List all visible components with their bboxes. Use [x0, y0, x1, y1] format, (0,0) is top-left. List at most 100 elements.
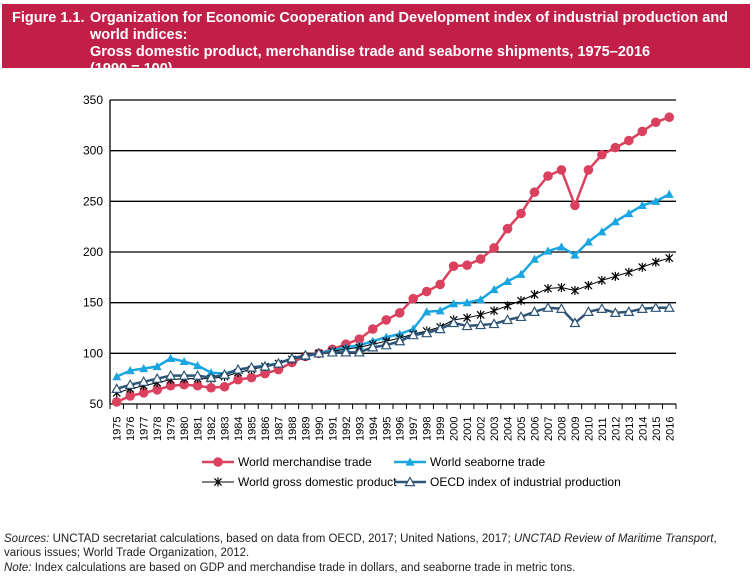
data-point [502, 223, 513, 234]
data-point [529, 187, 540, 198]
data-point [367, 341, 379, 352]
data-point [213, 477, 223, 487]
data-point [461, 320, 473, 331]
data-point [611, 271, 620, 281]
data-point [404, 476, 416, 487]
data-point [570, 286, 579, 296]
x-tick-label: 2012 [610, 417, 622, 441]
data-point [530, 290, 539, 300]
data-point [530, 254, 539, 263]
data-point [233, 374, 243, 385]
data-point [448, 261, 459, 271]
data-point [489, 243, 499, 253]
data-point [610, 142, 621, 153]
data-point [124, 379, 136, 389]
x-tick-label: 1990 [314, 417, 326, 441]
data-point [380, 339, 392, 350]
data-point [569, 317, 581, 328]
data-point [516, 208, 526, 219]
data-point [111, 397, 122, 407]
data-point [260, 368, 270, 379]
data-point [326, 346, 338, 357]
x-tick-label: 2009 [570, 417, 582, 441]
data-point [490, 306, 499, 316]
x-tick-label: 1980 [179, 417, 191, 441]
data-point [367, 324, 378, 334]
data-point [583, 165, 594, 175]
title-line: Organization for Economic Cooperation an… [90, 10, 729, 43]
data-point [408, 293, 419, 304]
data-point [570, 250, 580, 259]
data-point [219, 381, 230, 392]
data-point [272, 357, 284, 368]
series-line-gdp [116, 257, 670, 394]
data-point [516, 269, 526, 278]
data-point [624, 208, 634, 218]
data-point [543, 246, 553, 255]
data-point [610, 217, 620, 226]
data-point [488, 318, 500, 329]
data-point [650, 301, 662, 312]
data-point [489, 284, 499, 294]
x-tick-label: 1977 [139, 417, 151, 441]
data-point [664, 189, 674, 198]
data-point [597, 275, 606, 285]
x-tick-label: 1975 [112, 417, 124, 441]
note-text: Index calculations are based on GDP and … [31, 562, 576, 574]
data-point [435, 306, 445, 315]
x-tick-label: 2010 [583, 417, 595, 441]
data-point [449, 299, 459, 308]
data-point [125, 391, 136, 401]
data-point [503, 301, 512, 311]
data-point [286, 352, 298, 363]
data-point [584, 280, 593, 290]
legend-label: World seaborne trade [430, 455, 546, 469]
x-tick-label: 1989 [300, 417, 312, 441]
data-point [178, 369, 190, 380]
y-tick-label: 250 [83, 194, 103, 208]
data-point [651, 196, 661, 205]
y-tick-label: 100 [83, 346, 103, 360]
legend-label: World gross domestic product [238, 475, 397, 489]
x-tick-label: 2003 [489, 417, 501, 441]
data-point [245, 361, 258, 372]
x-tick-label: 1987 [273, 417, 285, 441]
y-tick-label: 200 [83, 245, 103, 259]
data-point [421, 327, 433, 338]
data-point [421, 286, 432, 297]
figure-label: Figure 1.1. [12, 10, 85, 26]
data-point [448, 317, 460, 328]
y-tick-label: 50 [90, 397, 104, 411]
x-tick-label: 2013 [624, 417, 636, 441]
data-point [313, 347, 325, 358]
note: Note: Index calculations are based on GD… [4, 561, 754, 575]
data-point [139, 364, 149, 373]
data-point [112, 372, 122, 381]
x-tick-label: 1996 [395, 417, 407, 441]
x-tick-label: 1999 [435, 417, 447, 441]
x-tick-label: 1979 [166, 417, 178, 441]
line-chart: 50 100 150 200 250 300 350 1975 1976 1977 1978 1979… [83, 93, 677, 489]
data-point [476, 310, 485, 320]
data-point [165, 369, 177, 380]
x-tick-label: 2005 [516, 417, 528, 441]
data-point [515, 311, 527, 322]
x-tick-label: 1982 [206, 417, 218, 441]
data-point [543, 171, 553, 181]
data-point [353, 346, 365, 357]
data-point [556, 165, 567, 175]
data-point [166, 353, 176, 362]
sources-italic: UNCTAD Review of Maritime Transport [513, 533, 714, 545]
data-point [624, 267, 633, 277]
x-tick-label: 1995 [381, 417, 393, 441]
x-tick-label: 1991 [327, 417, 339, 441]
legend-label: World merchandise trade [238, 455, 372, 469]
data-point [125, 366, 135, 375]
x-tick-label: 1986 [260, 417, 272, 441]
data-point [192, 380, 203, 391]
x-tick-label: 1984 [233, 417, 245, 441]
x-tick-label: 1992 [341, 417, 353, 441]
x-tick-label: 1997 [408, 417, 420, 441]
x-tick-label: 1985 [247, 417, 259, 441]
data-point [637, 126, 648, 137]
